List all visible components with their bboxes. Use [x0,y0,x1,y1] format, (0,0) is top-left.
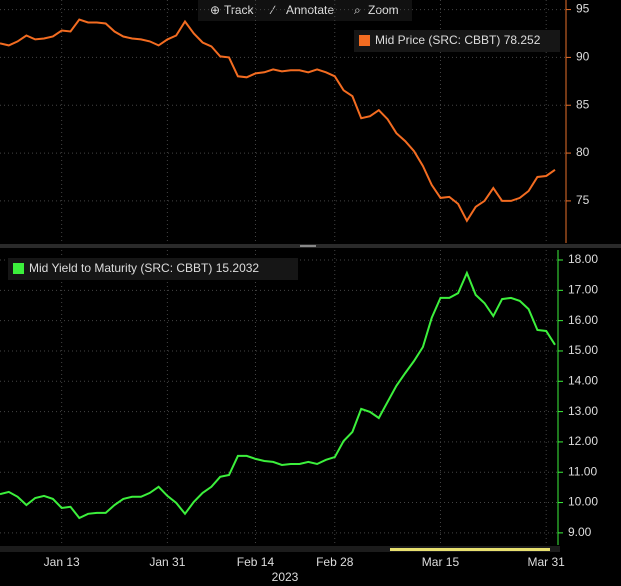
toolbar-button[interactable]: Track [224,3,255,17]
legend-name: Mid Price (SRC: CBBT) [375,33,500,47]
y-tick-label: 18.00 [568,252,598,266]
x-axis-label: 2023 [272,570,299,584]
x-tick-label: Mar 15 [422,555,460,569]
y-tick-label: 80 [576,145,590,159]
y-tick-label: 9.00 [568,525,592,539]
y-tick-label: 17.00 [568,282,598,296]
x-tick-label: Mar 31 [528,555,566,569]
legend-text: Mid Price (SRC: CBBT) 78.252 [375,33,541,47]
price-line [0,270,556,520]
y-tick-label: 11.00 [568,464,597,478]
y-tick-label: 90 [576,50,590,64]
x-tick-label: Jan 31 [149,555,185,569]
toolbar-icon: ⌕ [354,3,361,17]
legend-name: Mid Yield to Maturity (SRC: CBBT) [29,261,212,275]
splitter-grip [300,245,316,247]
legend-box [8,258,298,280]
toolbar-button[interactable]: Zoom [368,3,399,17]
y-tick-label: 85 [576,97,590,111]
legend-box [354,30,560,52]
y-tick-label: 10.00 [568,495,598,509]
y-tick-label: 75 [576,193,590,207]
y-tick-label: 95 [576,2,590,16]
navigator[interactable] [0,546,560,552]
x-tick-label: Feb 28 [316,555,354,569]
y-tick-label: 12.00 [568,434,598,448]
y-tick-label: 16.00 [568,313,598,327]
y-tick-label: 13.00 [568,404,598,418]
legend-text: Mid Yield to Maturity (SRC: CBBT) 15.203… [29,261,259,275]
y-tick-label: 15.00 [568,343,598,357]
price-line [0,18,556,223]
toolbar-icon: ∕ [269,3,276,17]
x-tick-label: Feb 14 [237,555,275,569]
legend-value: 15.2032 [216,261,260,275]
toolbar-icon: ⊕ [210,3,220,17]
legend-swatch [359,35,370,46]
toolbar [198,0,412,21]
y-tick-label: 14.00 [568,373,598,387]
legend-swatch [13,263,24,274]
toolbar-button[interactable]: Annotate [286,3,334,17]
legend-value: 78.252 [504,33,541,47]
x-tick-label: Jan 13 [44,555,80,569]
navigator-window[interactable] [390,548,550,551]
